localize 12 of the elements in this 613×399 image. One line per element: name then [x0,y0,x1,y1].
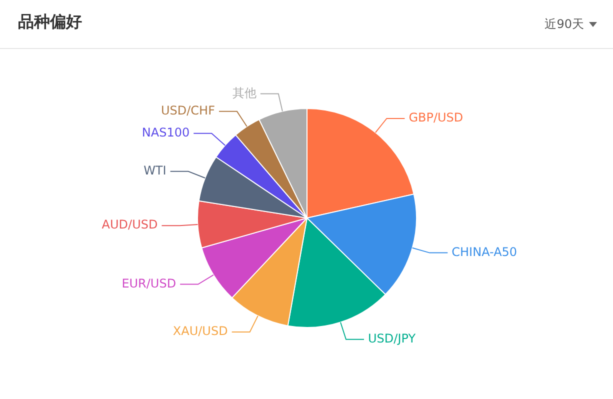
slice-label: NAS100 [142,126,190,140]
slice-label: 其他 [232,86,256,100]
slice-label: GBP/USD [408,110,464,125]
chart-title: 品种偏好 [18,12,82,33]
slice-label: WTI [144,164,166,178]
slice-label: EUR/USD [122,276,176,290]
slice-label: AUD/USD [102,218,158,232]
text: 近90天 [544,16,584,33]
slice-label: USD/JPY [368,332,416,346]
slice-label: XAU/USD [172,324,228,338]
slice-label: USD/CHF [161,104,216,118]
slice-label: CHINA-A50 [452,244,518,259]
